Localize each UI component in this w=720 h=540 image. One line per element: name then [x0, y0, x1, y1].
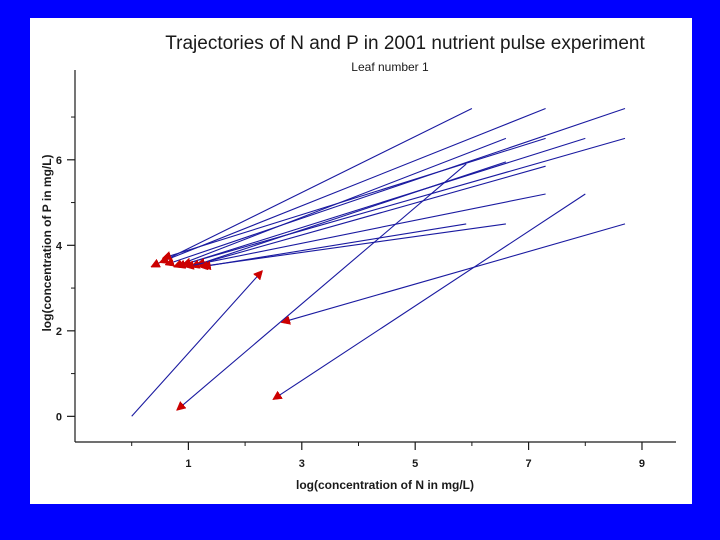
axes: 1 3 5 7 9 0 2 4 6 — [56, 70, 676, 470]
x-tick-label: 1 — [185, 458, 191, 470]
chart-title: Trajectories of N and P in 2001 nutrient… — [165, 33, 645, 54]
trajectory-line-6 — [177, 137, 586, 266]
y-tick-label: 0 — [56, 411, 62, 423]
x-axis-title: log(concentration of N in mg/L) — [296, 478, 474, 492]
trajectory-line-11 — [200, 223, 506, 267]
trajectory-line-1 — [152, 108, 473, 267]
trajectory-line-13 — [131, 271, 262, 417]
trajectory-line-10 — [186, 193, 546, 267]
trajectory-line-8 — [191, 161, 507, 267]
trajectory-line-15 — [273, 193, 586, 399]
trajectory-lines — [131, 107, 626, 417]
x-tick-label: 5 — [412, 458, 418, 470]
trajectory-line-16 — [282, 223, 626, 322]
trajectory-line-3 — [166, 107, 626, 265]
y-tick-label: 4 — [56, 240, 63, 252]
trajectory-line-14 — [177, 163, 467, 410]
y-tick-label: 2 — [56, 326, 62, 338]
y-tick-label: 6 — [56, 155, 62, 167]
slide-background: Trajectories of N and P in 2001 nutrient… — [30, 18, 692, 504]
x-tick-label: 9 — [639, 458, 645, 470]
trajectory-line-2 — [160, 107, 546, 263]
trajectory-line-9 — [197, 165, 546, 264]
trajectory-line-7 — [183, 137, 626, 264]
trajectory-line-12 — [203, 223, 467, 267]
y-axis-title: log(concentration of P in mg/L) — [40, 154, 54, 331]
trajectory-line-5 — [163, 137, 546, 258]
x-tick-label: 3 — [299, 458, 305, 470]
x-tick-label: 7 — [526, 458, 532, 470]
chart-subtitle: Leaf number 1 — [351, 60, 429, 74]
